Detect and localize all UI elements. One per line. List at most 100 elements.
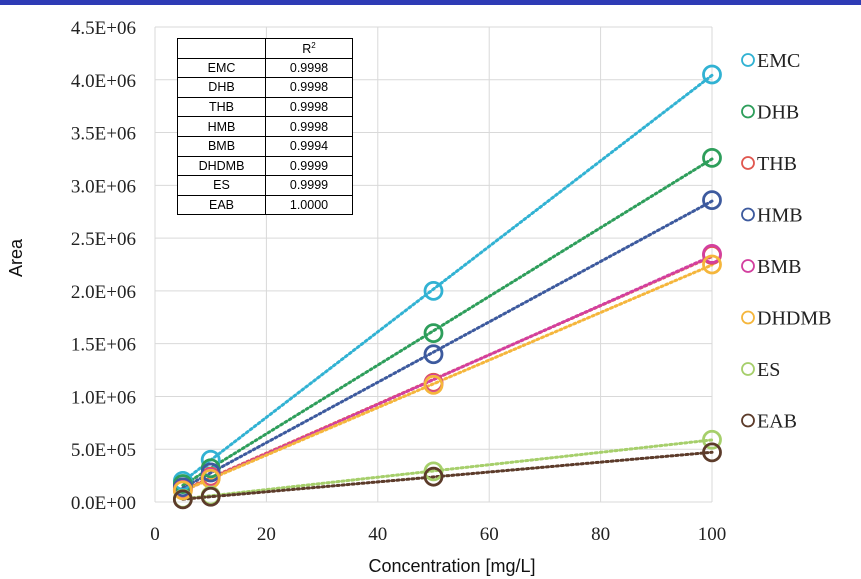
legend-label: THB [757, 153, 797, 175]
x-axis-title: Concentration [mg/L] [368, 556, 535, 576]
r2-table-body: EMC 0.9998 DHB 0.9998 THB 0.9998 HMB 0.9998 BMB 0… [177, 57, 353, 216]
r2-value-cell: 0.9998 [265, 77, 353, 98]
r2-table-row: EAB 1.0000 [177, 194, 353, 216]
legend-item-dhdmb: DHDMB [741, 308, 831, 330]
r2-table-header: R2 [177, 38, 353, 59]
legend-label: EMC [757, 50, 800, 72]
legend-marker [741, 413, 755, 428]
legend-marker [741, 362, 755, 376]
y-tick-label: 2.5E+06 [71, 229, 136, 250]
trendline-es [181, 438, 714, 501]
x-tick-label: 60 [480, 524, 499, 545]
r2-value-cell: 0.9994 [265, 135, 353, 157]
r2-value-cell: 0.9999 [265, 175, 353, 196]
r2-compound-cell: DHDMB [177, 155, 266, 177]
point-bmb [702, 244, 722, 264]
legend-item-es: ES [741, 359, 780, 381]
legend-item-dhb: DHB [741, 102, 799, 124]
r2-compound-cell: EAB [177, 194, 266, 216]
r2-compound-cell: BMB [177, 135, 266, 157]
y-tick-label: 0.0E+00 [71, 493, 136, 514]
legend-item-bmb: BMB [741, 256, 801, 278]
legend-label: DHB [757, 102, 799, 124]
legend-label: ES [757, 359, 780, 381]
r2-value-cell: 0.9998 [265, 57, 353, 79]
legend-marker [741, 156, 755, 170]
trend-lines [181, 73, 714, 501]
r2-compound-cell: DHB [177, 77, 266, 98]
y-tick-label: 2.0E+06 [71, 282, 136, 303]
point-dhb [423, 323, 444, 344]
point-dhdmb [702, 254, 722, 275]
r2-header-label: R2 [265, 38, 353, 59]
legend-label: DHDMB [757, 308, 831, 330]
r2-compound-cell: HMB [177, 116, 266, 137]
point-eab [423, 466, 444, 487]
y-tick-label: 5.0E+05 [71, 440, 136, 461]
point-es [423, 461, 444, 482]
data-points [172, 64, 722, 510]
r2-table-row: ES 0.9999 [177, 175, 353, 196]
r2-header-blank [177, 38, 266, 59]
x-tick-label: 20 [257, 524, 276, 545]
point-dhdmb [172, 480, 193, 501]
legend: EMC DHB THB HMB BMB DHDMB ES EAB [741, 50, 831, 433]
y-axis-title: Area [6, 238, 26, 277]
point-eab [200, 486, 221, 507]
y-tick-label: 1.5E+06 [71, 335, 136, 356]
trendline-emc [181, 73, 714, 484]
trendline-dhdmb [181, 263, 714, 493]
legend-item-thb: THB [741, 153, 797, 175]
legend-marker [741, 207, 755, 222]
legend-item-eab: EAB [741, 411, 797, 433]
y-tick-label: 4.5E+06 [71, 18, 136, 39]
trendline-dhb [181, 157, 714, 487]
r2-table-row: DHB 0.9998 [177, 77, 353, 98]
y-tick-label: 3.0E+06 [71, 176, 136, 197]
legend-marker [741, 104, 755, 119]
r2-value-cell: 1.0000 [265, 194, 353, 216]
r2-compound-cell: EMC [177, 57, 266, 79]
point-hmb [423, 344, 444, 365]
point-eab [172, 489, 193, 510]
trendline-hmb [181, 199, 714, 490]
r2-compound-cell: THB [177, 96, 266, 118]
r2-value-cell: 0.9998 [265, 96, 353, 118]
trendline-eab [181, 450, 714, 501]
r2-table-row: HMB 0.9998 [177, 116, 353, 137]
legend-label: BMB [757, 256, 801, 278]
x-tick-label: 40 [368, 524, 387, 545]
r2-value-cell: 0.9999 [265, 155, 353, 177]
legend-label: EAB [757, 411, 797, 433]
legend-item-hmb: HMB [741, 205, 803, 227]
point-emc [423, 280, 444, 301]
r2-table-row: THB 0.9998 [177, 96, 353, 118]
point-hmb [200, 462, 221, 483]
legend-marker [741, 53, 755, 67]
point-dhb [702, 147, 722, 168]
r2-value-cell: 0.9998 [265, 116, 353, 137]
legend-item-emc: EMC [741, 50, 800, 72]
r2-table-row: DHDMB 0.9999 [177, 155, 353, 177]
y-tick-label: 1.0E+06 [71, 387, 136, 408]
x-tick-label: 0 [150, 524, 160, 545]
point-es [702, 429, 722, 450]
y-axis-ticks: 0.0E+00 5.0E+05 1.0E+06 1.5E+06 2.0E+06 2.5E+… [71, 18, 136, 514]
point-hmb [702, 190, 722, 211]
x-tick-label: 100 [698, 524, 727, 545]
grid-lines [154, 26, 713, 503]
r2-table: R2 EMC 0.9998 DHB 0.9998 THB 0.9998 HMB 0.9998 B… [177, 38, 353, 216]
y-tick-label: 4.0E+06 [71, 71, 136, 92]
point-emc [702, 64, 722, 85]
y-tick-label: 3.5E+06 [71, 124, 136, 145]
x-axis-ticks: 0 20 40 60 80 100 [150, 524, 726, 545]
r2-table-row: EMC 0.9998 [177, 57, 353, 79]
legend-label: HMB [757, 205, 803, 227]
header-bar [0, 0, 861, 5]
legend-marker [741, 310, 755, 325]
point-dhdmb [423, 374, 444, 395]
r2-compound-cell: ES [177, 175, 266, 196]
r2-table-row: BMB 0.9994 [177, 135, 353, 157]
x-tick-label: 80 [591, 524, 610, 545]
